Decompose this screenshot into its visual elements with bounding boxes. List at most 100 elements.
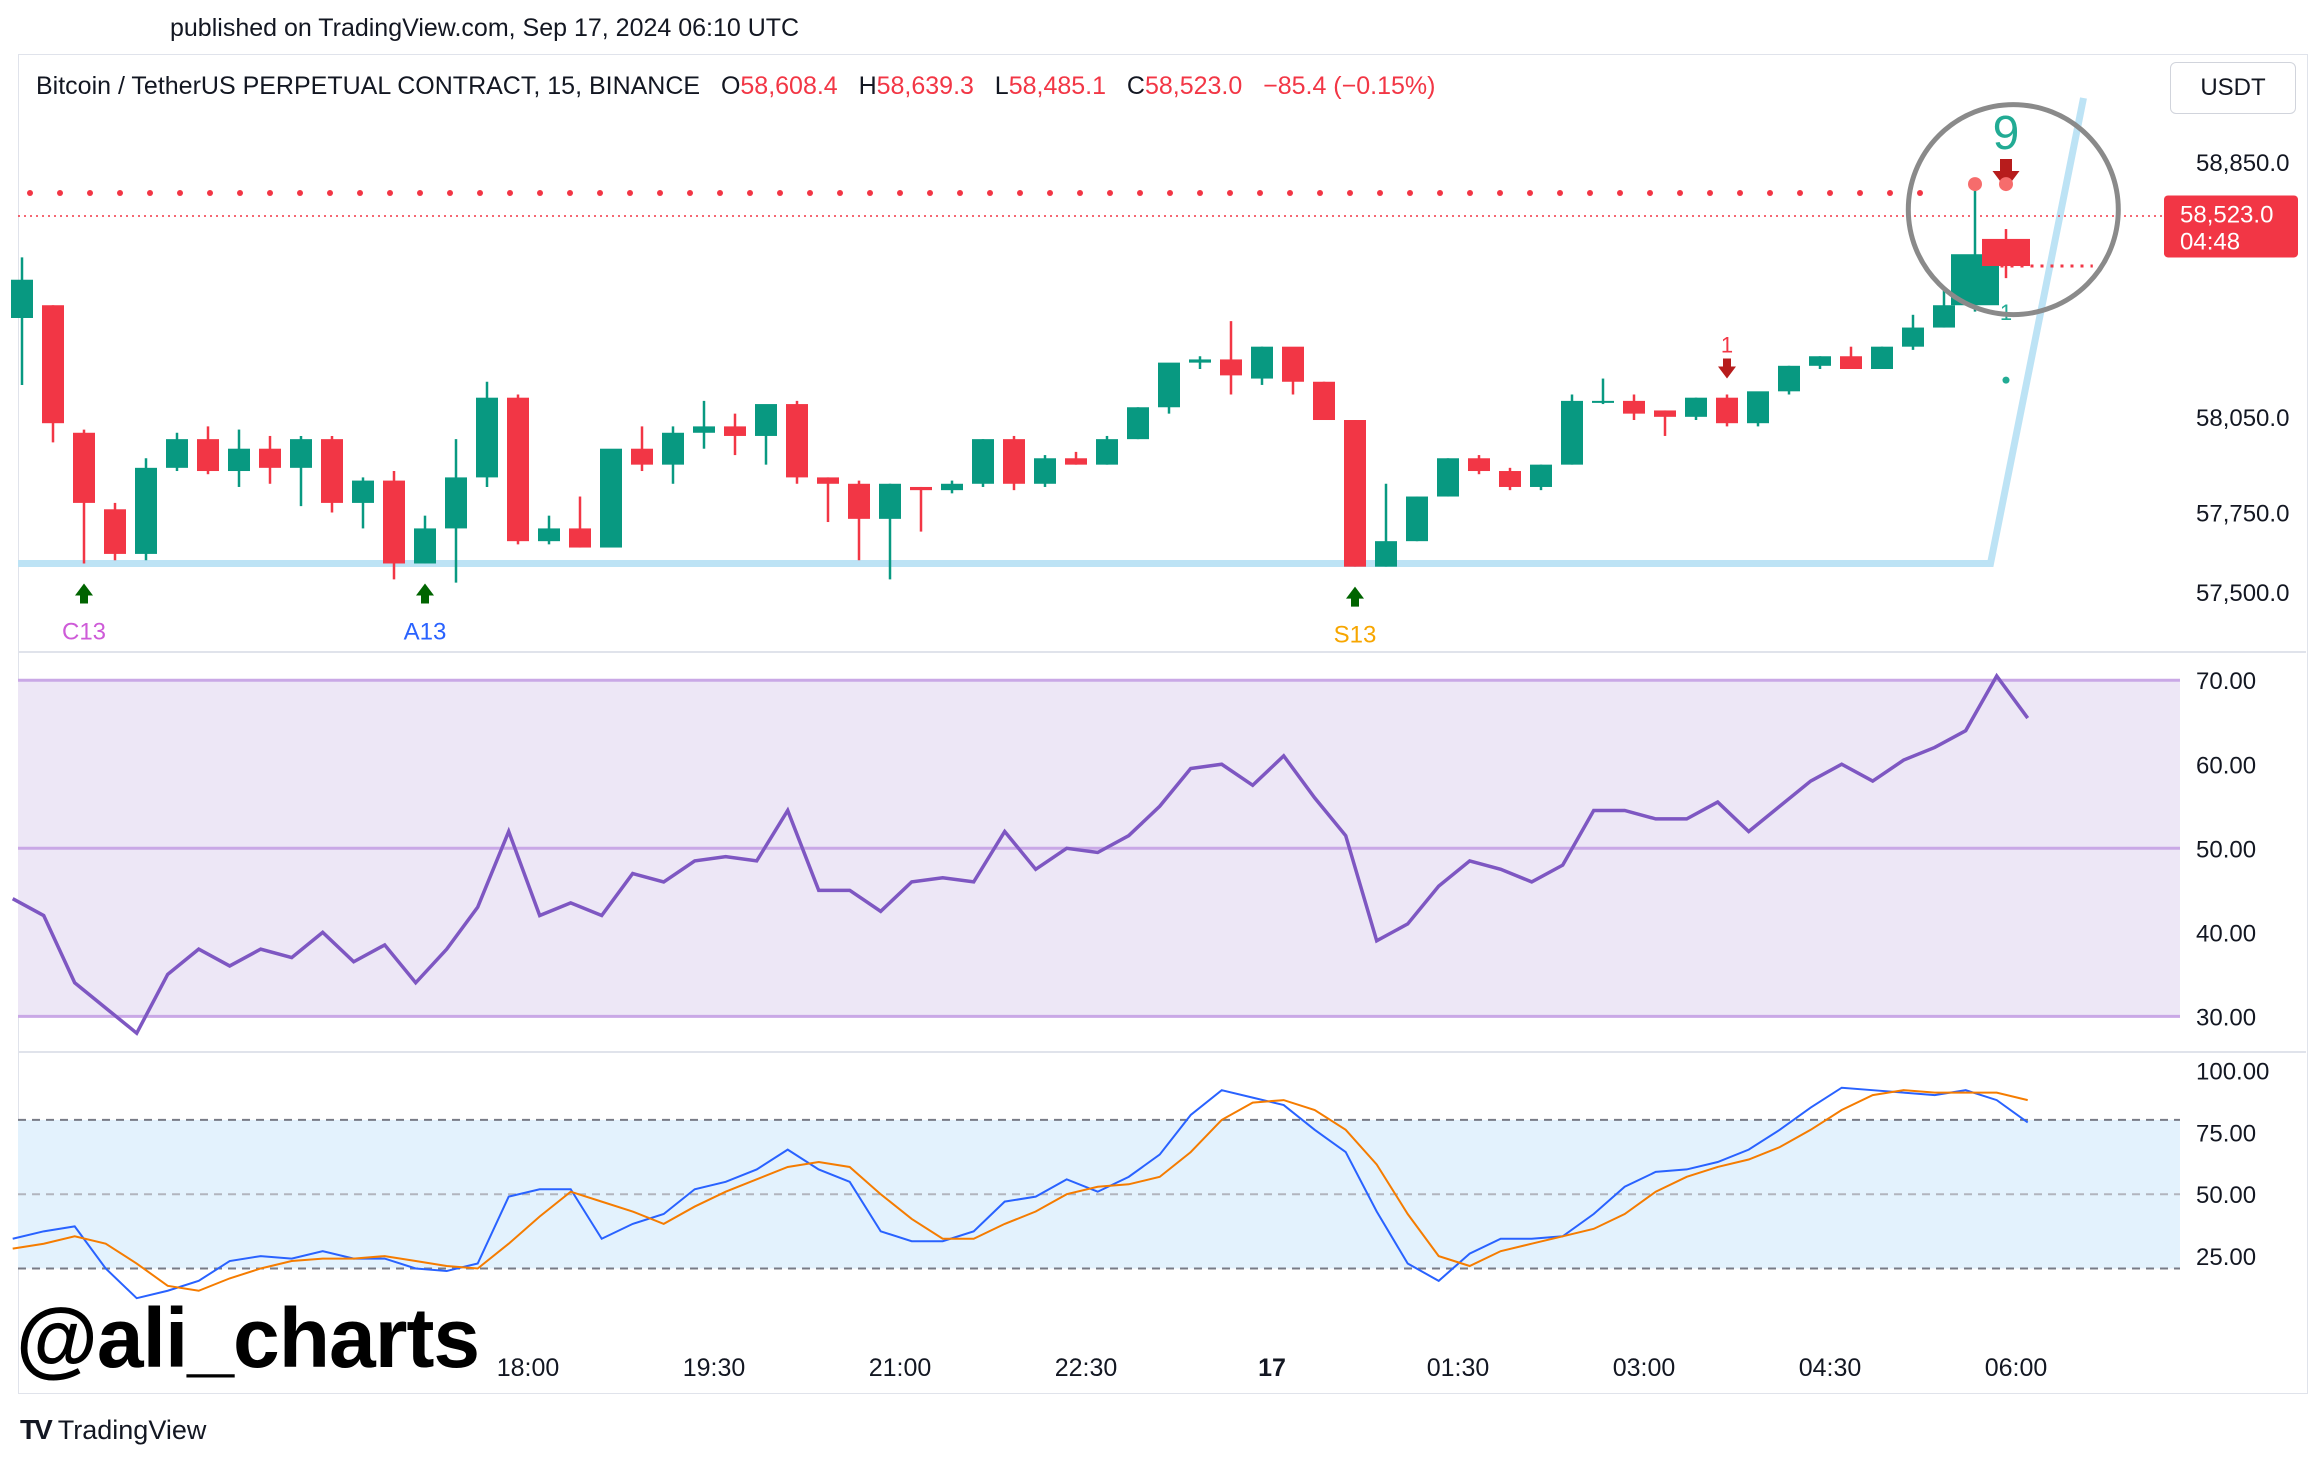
resistance-dot xyxy=(807,190,813,197)
candle-body xyxy=(1623,400,1645,414)
symbol-legend: Bitcoin / TetherUS PERPETUAL CONTRACT, 1… xyxy=(36,72,1435,101)
tradingview-logo[interactable]: TV TradingView xyxy=(20,1414,206,1446)
bearish-candle xyxy=(631,426,653,472)
candle-body xyxy=(73,432,95,503)
resistance-dot xyxy=(687,190,693,197)
bullish-candle xyxy=(1251,346,1273,385)
resistance-dot xyxy=(1917,190,1923,197)
resistance-dot xyxy=(747,190,753,197)
candle-body xyxy=(1871,346,1893,369)
bullish-candle xyxy=(1375,483,1397,567)
stoch-k-line xyxy=(12,1086,2029,1300)
resistance-dot xyxy=(1467,190,1473,197)
bullish-candle xyxy=(228,429,250,487)
bullish-candle xyxy=(600,448,622,548)
grid-lines xyxy=(18,651,2306,1270)
bullish-candle xyxy=(414,515,436,564)
bullish-candle xyxy=(1871,346,1893,369)
price-axis-label: 58,850.0 xyxy=(2196,150,2289,177)
resistance-dot xyxy=(867,190,873,197)
rsi-axis-label: 50.00 xyxy=(2196,836,2256,863)
candle-body xyxy=(1096,439,1118,465)
candle-body xyxy=(1406,496,1428,542)
last-price-badge xyxy=(2164,195,2298,258)
resistance-dot xyxy=(1257,190,1263,197)
resistance-dot xyxy=(627,190,633,197)
legend-close-value: 58,523.0 xyxy=(1144,72,1243,100)
resistance-dot xyxy=(1137,190,1143,197)
resistance-dot xyxy=(1077,190,1083,197)
candle-body xyxy=(197,439,219,472)
resistance-dot xyxy=(87,190,93,197)
bearish-candle xyxy=(321,435,343,513)
candle-body xyxy=(1065,458,1087,465)
bullish-candle xyxy=(476,381,498,487)
candle-body xyxy=(1313,381,1335,421)
highlight-circle xyxy=(1905,102,2121,318)
resistance-dot xyxy=(147,190,153,197)
bearish-candle xyxy=(1982,229,2030,279)
candle-body xyxy=(600,448,622,548)
bullish-candle xyxy=(538,515,560,545)
bullish-candle xyxy=(1747,391,1769,427)
candle-body xyxy=(166,439,188,468)
candle-body xyxy=(1809,356,1831,366)
candle-body xyxy=(135,467,157,554)
resistance-dot xyxy=(1527,190,1533,197)
trend-layer xyxy=(18,97,2180,567)
candle-body xyxy=(1747,391,1769,424)
bearish-candle xyxy=(1313,381,1335,421)
time-axis-label: 19:30 xyxy=(683,1354,746,1382)
candle-body xyxy=(1530,464,1552,487)
bearish-candle xyxy=(383,471,405,580)
resistance-dot xyxy=(1617,190,1623,197)
bullish-candle xyxy=(1778,365,1800,395)
candle-body xyxy=(538,528,560,542)
candle-body xyxy=(1189,359,1211,363)
bearish-candle xyxy=(1499,467,1521,491)
resistance-dot xyxy=(1887,190,1893,197)
candle-body xyxy=(693,426,715,433)
bearish-candle xyxy=(724,413,746,456)
resistance-dot xyxy=(1167,190,1173,197)
resistance-dot xyxy=(27,190,33,197)
resistance-dot xyxy=(717,190,723,197)
bullish-candle xyxy=(352,477,374,529)
legend-low-value: 58,485.1 xyxy=(1008,72,1107,100)
tradingview-logo-icon: TV xyxy=(20,1414,53,1445)
candle-body xyxy=(1840,356,1862,369)
bullish-candle xyxy=(135,458,157,561)
bearish-candle xyxy=(1468,455,1490,475)
last-price-value: 58,523.0 xyxy=(2180,201,2273,228)
bullish-candle xyxy=(755,404,777,465)
rsi-axis-label: 40.00 xyxy=(2196,920,2256,947)
candle-body xyxy=(1468,458,1490,472)
candle-body xyxy=(724,426,746,436)
candle-body xyxy=(1034,458,1056,484)
bullish-candle xyxy=(1685,397,1707,421)
candle-body xyxy=(321,439,343,503)
candle-body xyxy=(11,279,33,318)
stoch-axis-label: 25.00 xyxy=(2196,1244,2256,1271)
rsi-line xyxy=(11,672,2030,1036)
currency-button[interactable]: USDT xyxy=(2170,62,2296,114)
candle-body xyxy=(1933,305,1955,328)
candle-body xyxy=(1592,400,1614,403)
bullish-candle xyxy=(1902,314,1924,350)
resistance-dot xyxy=(1287,190,1293,197)
bullish-candle xyxy=(11,257,33,385)
candle-body xyxy=(1282,346,1304,382)
resistance-dot xyxy=(1317,190,1323,197)
resistance-dot xyxy=(777,190,783,197)
resistance-dot xyxy=(927,190,933,197)
bearish-candle xyxy=(1065,451,1087,465)
resistance-dot xyxy=(357,190,363,197)
legend-high-value: 58,639.3 xyxy=(876,72,974,100)
resistance-dot xyxy=(1047,190,1053,197)
bullish-candle xyxy=(972,439,994,487)
candle-body xyxy=(1716,397,1738,424)
resistance-dot xyxy=(507,190,513,197)
author-watermark: @ali_charts xyxy=(16,1291,480,1385)
bullish-candle xyxy=(1561,394,1583,465)
